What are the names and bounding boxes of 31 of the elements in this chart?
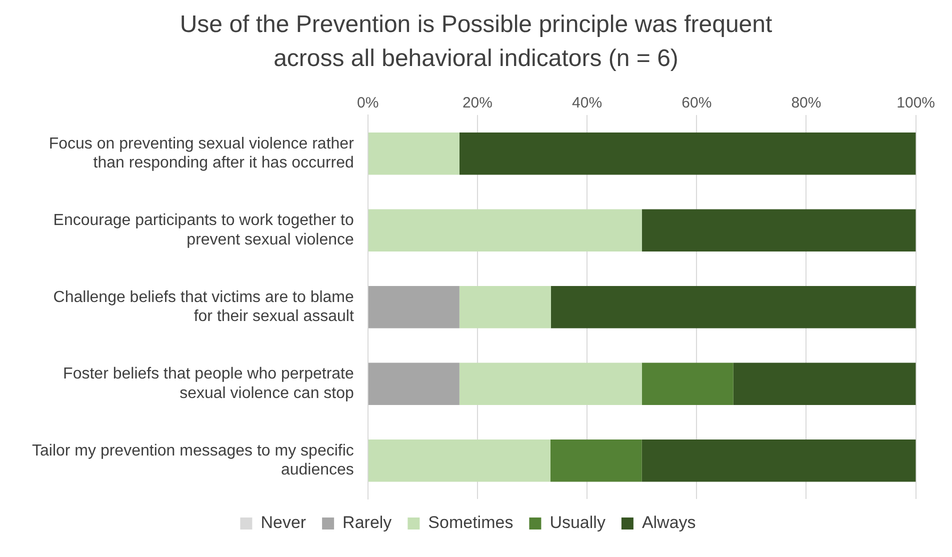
y-tick-label: Tailor my prevention messages to my specific audiences xyxy=(32,442,354,479)
bar xyxy=(642,362,734,405)
x-tick-label: 60% xyxy=(682,94,712,112)
x-tick-label: 40% xyxy=(572,94,602,112)
bar xyxy=(368,440,550,482)
legend-label: Usually xyxy=(550,513,606,532)
y-tick-label: Encourage participants to work together to prevent sexual violence xyxy=(53,212,354,248)
bar xyxy=(642,440,916,482)
x-tick-label: 20% xyxy=(462,94,492,112)
y-tick-label: Focus on preventing sexual violence rather than responding after it has occurred xyxy=(48,135,355,172)
legend-label: Rarely xyxy=(342,513,392,532)
bar xyxy=(368,286,460,328)
bar xyxy=(459,362,642,405)
legend-label: Never xyxy=(260,513,306,532)
bar xyxy=(368,362,460,405)
legend-label: Sometimes xyxy=(428,513,514,532)
legend-label: Always xyxy=(642,513,696,532)
chart-title: Use of the Prevention is Possible principle was frequent across all behavioral indicators (n = 6) xyxy=(178,10,774,74)
y-tick-label: Foster beliefs that people who perpetrate sexual violence can stop xyxy=(63,366,354,402)
bar xyxy=(459,286,551,328)
bar xyxy=(642,209,916,252)
y-tick-label: Challenge beliefs that victims are to blame for their sexual assault xyxy=(53,288,354,326)
x-tick-label: 100% xyxy=(896,94,936,112)
bar xyxy=(368,209,642,252)
x-tick-label: 80% xyxy=(791,94,822,112)
x-tick-label: 0% xyxy=(357,94,379,112)
bar xyxy=(368,132,460,175)
bar xyxy=(550,286,916,328)
bar xyxy=(733,362,916,405)
bar xyxy=(459,132,916,175)
bar xyxy=(550,440,642,482)
